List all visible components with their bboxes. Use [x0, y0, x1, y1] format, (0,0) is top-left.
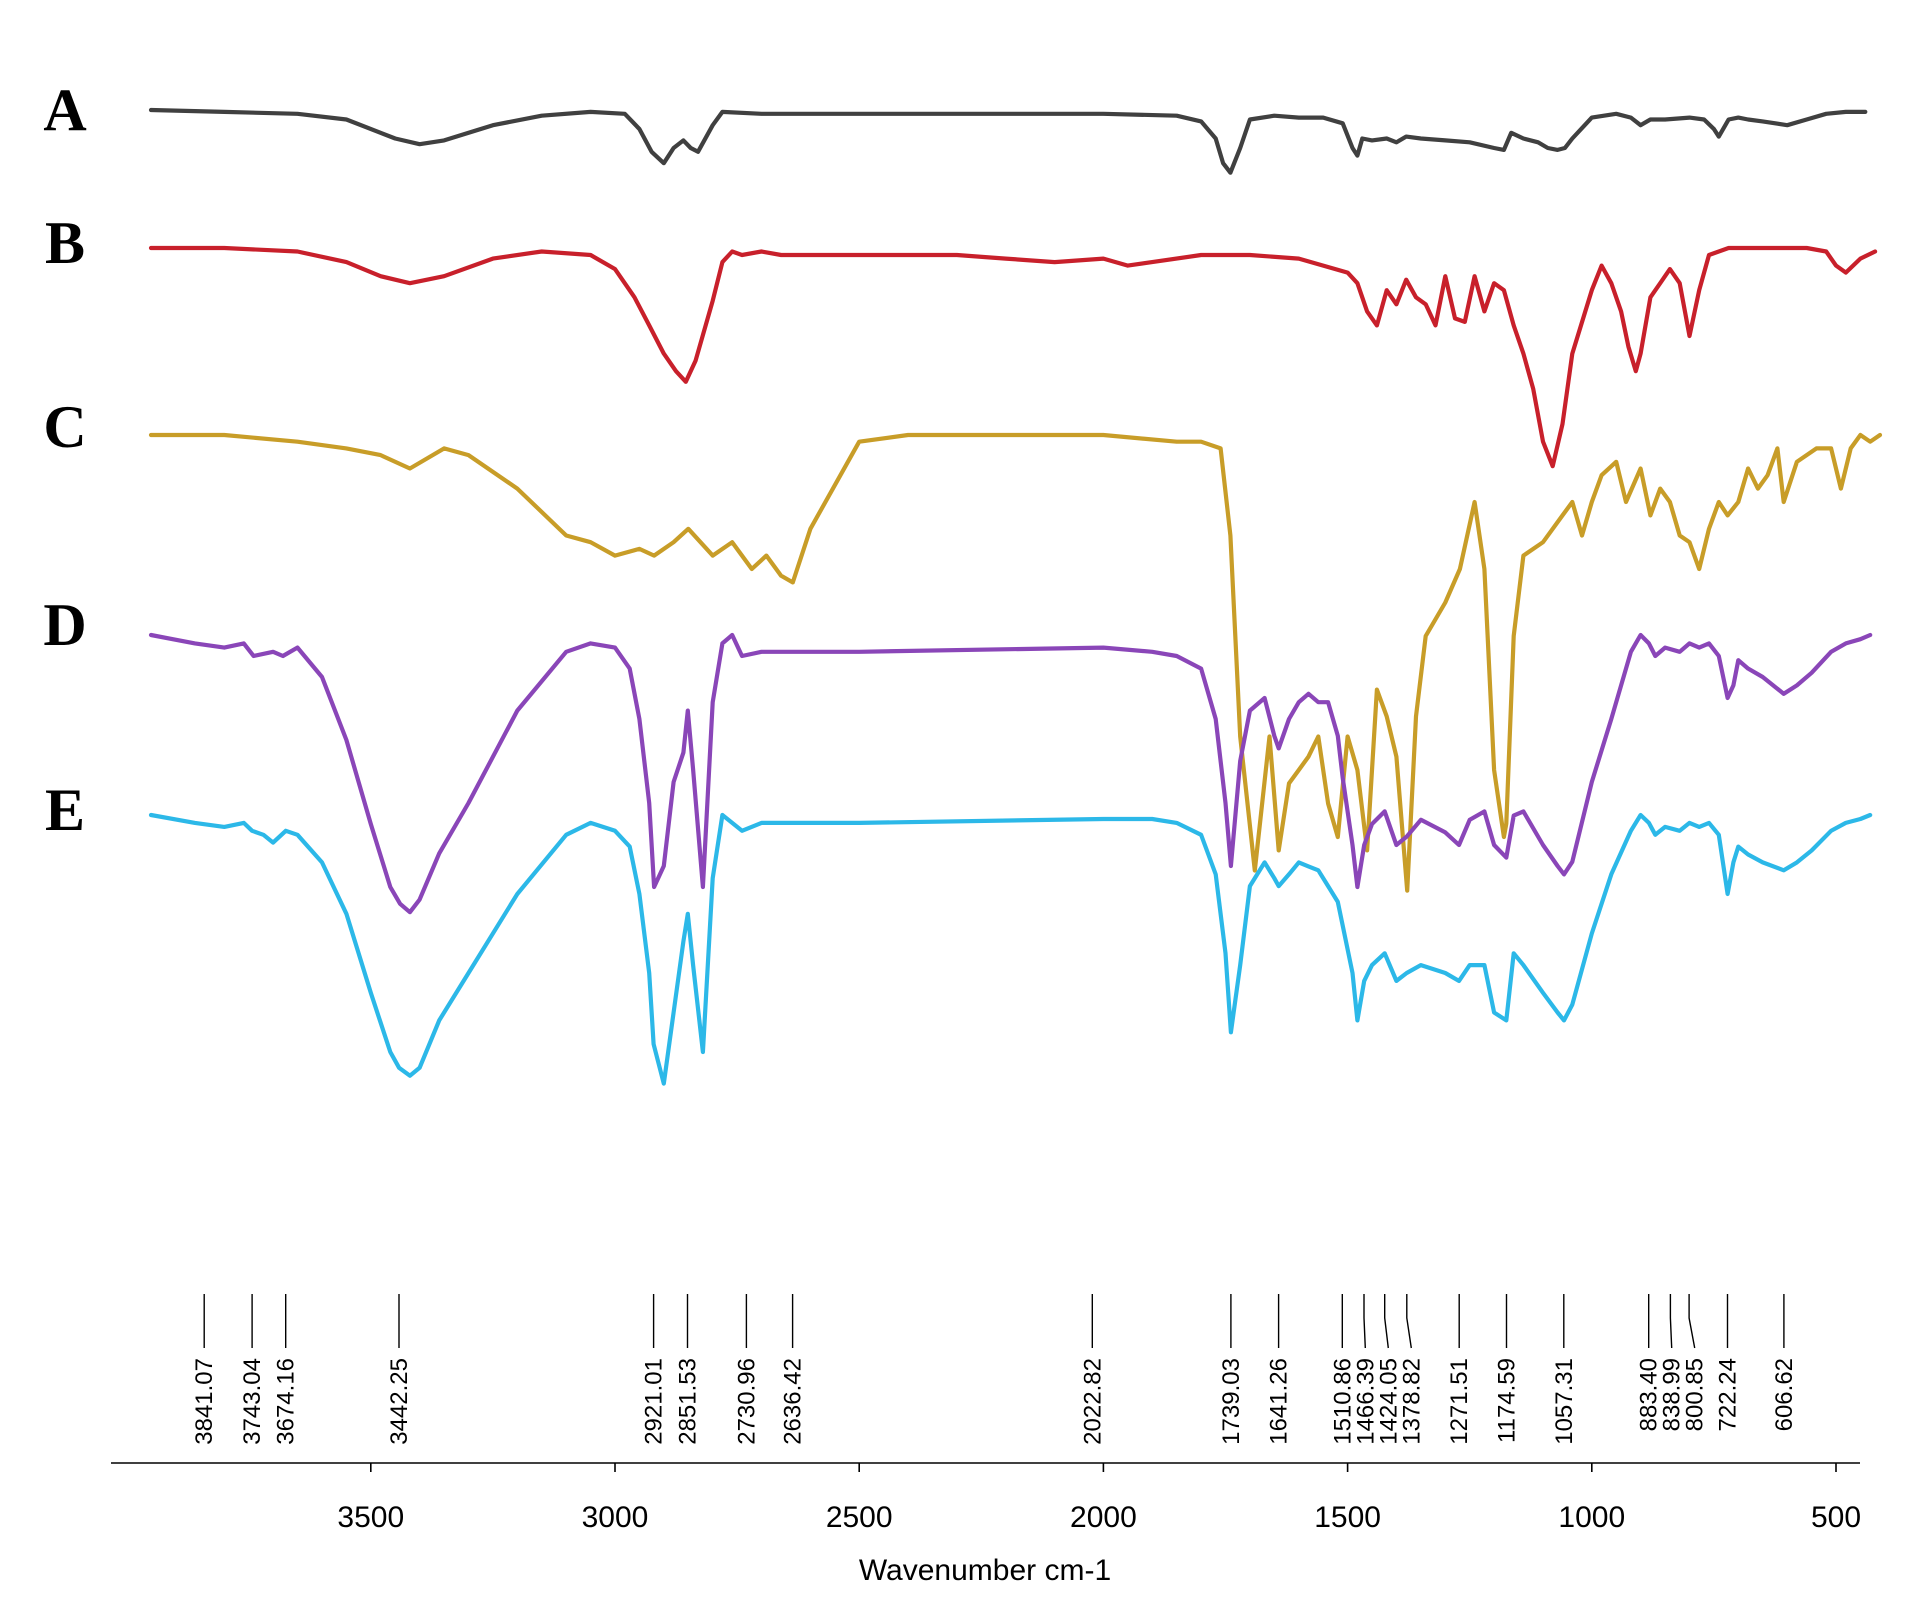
series-line-d	[148, 632, 1873, 915]
peak-label: 1424.05	[1375, 1358, 1402, 1445]
series-line-a	[148, 107, 1868, 175]
series-line-e	[148, 812, 1873, 1086]
peak-label: 1641.26	[1266, 1358, 1293, 1445]
peak-label: 1174.59	[1494, 1358, 1521, 1443]
x-axis-ticks: 3500 3000 2500 2000 1500 1000 500	[337, 1463, 1861, 1534]
series-label-c: C	[43, 394, 86, 460]
peak-label: 883.40	[1636, 1358, 1663, 1431]
peak-label: 2636.42	[780, 1358, 807, 1445]
peak-leader-line	[1363, 1294, 1366, 1349]
series-label-d: D	[43, 592, 86, 658]
x-tick-label: 3000	[582, 1501, 649, 1534]
series-letters: A B C D E	[43, 77, 86, 843]
series-label-b: B	[45, 210, 85, 276]
series-line-c	[148, 432, 1883, 893]
peak-label: 1057.31	[1551, 1358, 1578, 1445]
peak-label: 1739.03	[1218, 1358, 1245, 1445]
peak-label: 3674.16	[273, 1358, 300, 1445]
peak-label: 2730.96	[733, 1358, 760, 1445]
x-tick-label: 2000	[1070, 1501, 1137, 1534]
peak-label: 1466.39	[1352, 1358, 1379, 1445]
peak-leader-line	[1669, 1294, 1673, 1349]
peak-label: 722.24	[1715, 1358, 1742, 1431]
peak-leader-line	[1406, 1294, 1412, 1349]
peak-annotations: 3841.07 3743.04 3674.16 3442.25 2921.01 2851.…	[191, 1294, 1798, 1445]
peak-label: 1378.82	[1398, 1358, 1425, 1445]
peak-label: 2851.53	[675, 1358, 702, 1445]
series-label-a: A	[43, 77, 86, 143]
peak-label: 1510.86	[1329, 1358, 1356, 1445]
x-axis-title: Wavenumber cm-1	[859, 1554, 1111, 1587]
peak-leader-line	[1688, 1294, 1696, 1349]
peak-label: 606.62	[1771, 1358, 1798, 1431]
peak-label: 1271.51	[1446, 1358, 1473, 1445]
spectra-series	[148, 107, 1883, 1086]
peak-label: 800.85	[1682, 1358, 1709, 1431]
x-tick-label: 1500	[1314, 1501, 1381, 1534]
series-line-b	[148, 245, 1878, 469]
peak-label: 838.99	[1659, 1358, 1686, 1431]
peak-label: 2921.01	[641, 1358, 668, 1445]
peak-label: 3442.25	[386, 1358, 413, 1445]
x-tick-label: 3500	[337, 1501, 404, 1534]
peak-label: 3841.07	[191, 1358, 218, 1445]
peak-label: 2022.82	[1079, 1358, 1106, 1445]
peak-label: 3743.04	[239, 1358, 266, 1445]
x-tick-label: 500	[1811, 1501, 1861, 1534]
peak-leader-line	[1383, 1294, 1389, 1349]
x-tick-label: 2500	[826, 1501, 893, 1534]
series-label-e: E	[45, 777, 85, 843]
x-tick-label: 1000	[1558, 1501, 1625, 1534]
